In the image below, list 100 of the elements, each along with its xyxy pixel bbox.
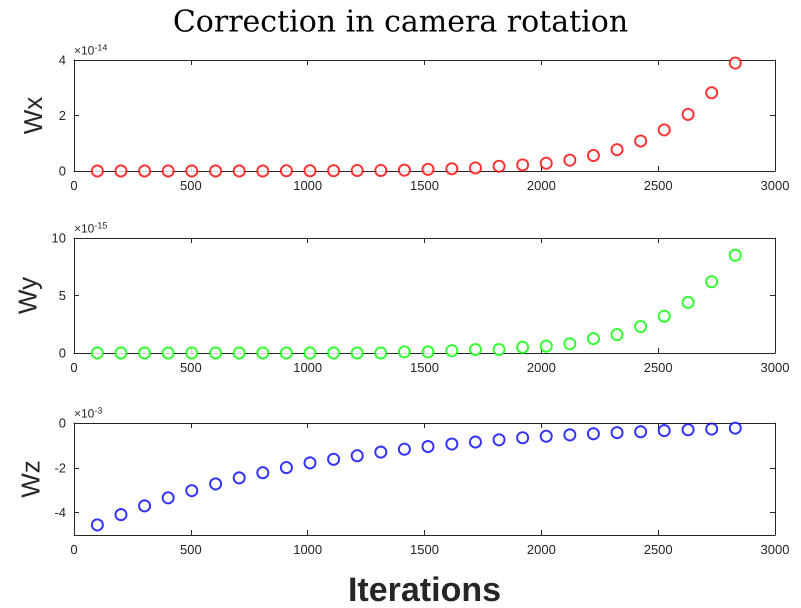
y-tick-label: 4 — [58, 52, 66, 68]
x-tick-label: 2000 — [526, 360, 556, 375]
x-tick-label: 1500 — [410, 542, 439, 557]
point — [398, 164, 411, 177]
point — [209, 346, 222, 360]
x-tick-label: 1000 — [293, 360, 322, 375]
point — [162, 346, 175, 360]
point — [304, 456, 317, 470]
y-tick-label: 0 — [58, 346, 66, 360]
point — [398, 345, 411, 358]
x-tick-label: 500 — [180, 360, 202, 375]
y-tick-label: 5 — [58, 288, 66, 303]
point — [280, 346, 293, 360]
y-tick-label: 2 — [58, 108, 66, 123]
point — [256, 164, 270, 178]
point — [304, 164, 317, 178]
point — [586, 148, 600, 162]
point — [280, 461, 293, 474]
point — [634, 134, 648, 148]
point — [209, 477, 222, 490]
point — [232, 164, 246, 178]
point — [90, 346, 104, 360]
point — [586, 427, 600, 440]
point — [398, 442, 411, 456]
point — [185, 164, 198, 178]
point — [114, 508, 128, 522]
point — [138, 499, 152, 512]
chart-title: Correction in camera rotation — [172, 4, 628, 40]
point — [445, 438, 458, 451]
point — [540, 156, 553, 170]
y-tick-label: 10 — [52, 230, 66, 246]
point — [468, 343, 482, 356]
point — [658, 424, 671, 438]
x-tick-label: 1500 — [410, 178, 439, 193]
x-tick-label: 1000 — [293, 542, 322, 557]
point — [138, 346, 152, 360]
point — [563, 337, 576, 350]
point — [634, 425, 648, 438]
x-tick-label: 2500 — [644, 542, 673, 557]
point — [185, 346, 198, 360]
y-tick-label: 0 — [58, 416, 66, 430]
point — [682, 423, 695, 436]
point — [374, 346, 388, 360]
point — [728, 422, 742, 435]
point — [634, 320, 648, 334]
point — [374, 446, 388, 459]
point — [138, 164, 152, 178]
point — [162, 491, 175, 504]
point — [516, 431, 530, 444]
x-tick-label: 2000 — [526, 542, 556, 557]
point — [162, 164, 175, 178]
y-tick-label: -2 — [54, 460, 66, 476]
point — [327, 452, 340, 466]
y-axis-title: Wx — [18, 96, 48, 134]
point — [492, 433, 506, 446]
point — [90, 518, 104, 532]
point — [610, 426, 624, 440]
point — [114, 164, 128, 178]
point — [468, 161, 482, 174]
y-tick-label: 0 — [58, 164, 66, 178]
point — [658, 310, 671, 323]
x-tick-label: 3000 — [760, 542, 790, 557]
point — [492, 160, 506, 173]
point — [682, 108, 695, 121]
point — [445, 162, 458, 176]
point — [256, 466, 270, 480]
point — [422, 162, 435, 176]
x-tick-label: 0 — [70, 360, 78, 375]
point — [304, 346, 317, 360]
x-tick-label: 1500 — [410, 360, 439, 375]
point — [728, 56, 742, 70]
point — [728, 248, 742, 262]
point — [350, 449, 364, 462]
point — [492, 343, 506, 356]
x-tick-label: 2500 — [644, 178, 673, 193]
point — [209, 164, 222, 178]
point — [516, 340, 530, 354]
point — [256, 346, 270, 360]
point — [350, 346, 364, 360]
point — [563, 428, 576, 442]
x-tick-label: 2500 — [644, 360, 673, 375]
y-axis-title: Wy — [12, 276, 43, 314]
x-tick-label: 3000 — [760, 178, 790, 193]
x-axis-title: Iterations — [348, 571, 502, 608]
x-tick-label: 0 — [70, 542, 78, 557]
point — [327, 164, 340, 178]
point — [422, 345, 435, 358]
point — [422, 440, 435, 454]
y-axis-title: Wz — [16, 460, 46, 498]
point — [516, 158, 530, 172]
point — [610, 328, 624, 342]
point — [705, 86, 718, 100]
point — [540, 430, 553, 443]
point — [445, 344, 458, 358]
y-tick-label: -4 — [54, 505, 66, 520]
x-tick-label: 500 — [180, 178, 202, 193]
point — [327, 346, 340, 360]
x-tick-label: 500 — [180, 542, 202, 557]
point — [374, 164, 388, 177]
point — [232, 471, 246, 484]
